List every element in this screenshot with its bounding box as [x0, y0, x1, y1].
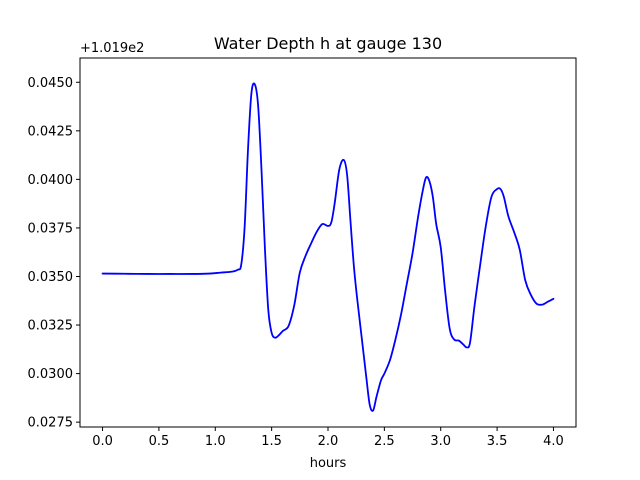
x-tick-label: 1.0: [205, 434, 226, 449]
x-tick-label: 2.0: [318, 434, 339, 449]
y-tick-label: 0.0375: [28, 221, 74, 236]
x-tick-label: 3.5: [487, 434, 508, 449]
y-offset-label: +1.019e2: [80, 41, 144, 56]
chart-title: Water Depth h at gauge 130: [214, 34, 442, 53]
x-tick-label: 1.5: [261, 434, 282, 449]
y-axis: 0.0275 0.0300 0.0325 0.0350 0.0375 0.0400 0.04…: [28, 76, 80, 431]
y-tick-label: 0.0400: [28, 173, 74, 188]
y-tick-label: 0.0425: [28, 124, 74, 139]
x-axis-label: hours: [310, 456, 347, 471]
x-axis: 0.0 0.5 1.0 1.5 2.0 2.5 3.0 3.5 4.0: [92, 427, 564, 449]
y-tick-label: 0.0450: [28, 76, 74, 91]
y-tick-label: 0.0275: [28, 416, 74, 431]
y-tick-label: 0.0300: [28, 367, 74, 382]
y-tick-label: 0.0325: [28, 319, 74, 334]
x-tick-label: 3.0: [430, 434, 451, 449]
series-line: [101, 82, 555, 412]
x-tick-label: 4.0: [543, 434, 564, 449]
y-tick-label: 0.0350: [28, 270, 74, 285]
x-tick-label: 2.5: [374, 434, 395, 449]
data-layer: [101, 82, 555, 412]
x-tick-label: 0.0: [92, 434, 113, 449]
plot-area: [80, 58, 576, 427]
x-tick-label: 0.5: [149, 434, 170, 449]
